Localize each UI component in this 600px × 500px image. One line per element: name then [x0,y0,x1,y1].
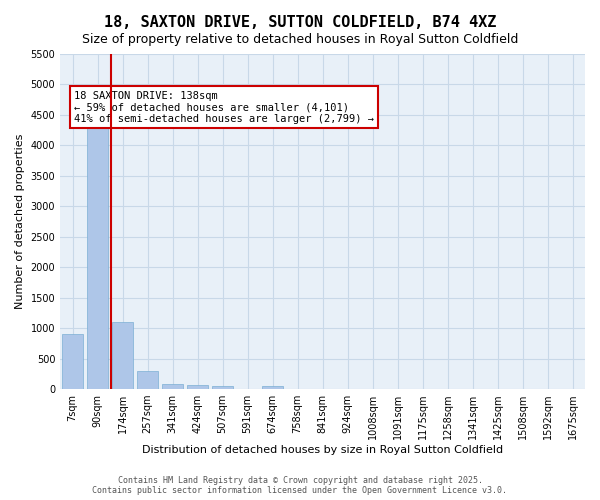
X-axis label: Distribution of detached houses by size in Royal Sutton Coldfield: Distribution of detached houses by size … [142,445,503,455]
Bar [112,322,133,389]
Bar [187,386,208,389]
Bar [212,386,233,389]
Bar [137,371,158,389]
Y-axis label: Number of detached properties: Number of detached properties [15,134,25,309]
Text: 18, SAXTON DRIVE, SUTTON COLDFIELD, B74 4XZ: 18, SAXTON DRIVE, SUTTON COLDFIELD, B74 … [104,15,496,30]
Bar [62,334,83,389]
Bar [162,384,183,389]
Text: Size of property relative to detached houses in Royal Sutton Coldfield: Size of property relative to detached ho… [82,32,518,46]
Bar [262,386,283,389]
Bar [87,109,108,389]
Text: Contains HM Land Registry data © Crown copyright and database right 2025.
Contai: Contains HM Land Registry data © Crown c… [92,476,508,495]
Text: 18 SAXTON DRIVE: 138sqm
← 59% of detached houses are smaller (4,101)
41% of semi: 18 SAXTON DRIVE: 138sqm ← 59% of detache… [74,90,374,124]
